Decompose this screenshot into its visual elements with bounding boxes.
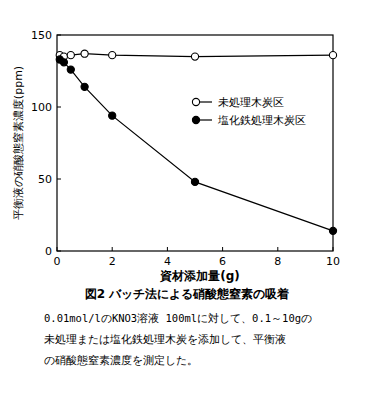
x-tick <box>57 247 58 251</box>
caption-note: 未処理または塩化鉄処理木炭を添加して、平衡液 <box>44 333 286 345</box>
y-tick <box>57 251 61 252</box>
x-tick-label: 6 <box>219 255 226 268</box>
y-tick-label: 100 <box>31 101 52 114</box>
y-tick <box>57 179 61 180</box>
legend: 未処理木炭区塩化鉄処理木炭区 <box>192 96 306 127</box>
x-tick-label: 10 <box>326 255 340 268</box>
x-tick <box>277 247 278 251</box>
data-point <box>67 52 74 59</box>
y-tick <box>57 35 61 36</box>
data-point <box>67 66 74 73</box>
plot-frame <box>57 35 333 251</box>
y-tick <box>57 107 61 108</box>
caption-note: 0.01mol/lのKNO3溶液 100mlに対して、0.1～10gの <box>44 312 312 324</box>
x-tick <box>112 247 113 251</box>
x-tick <box>167 247 168 251</box>
x-tick <box>333 247 334 251</box>
legend-label: 未処理木炭区 <box>218 96 284 109</box>
data-point <box>81 50 88 57</box>
x-tick-label: 8 <box>274 255 281 268</box>
caption-title: 図2 バッチ法による硝酸態窒素の吸着 <box>85 287 290 301</box>
data-point <box>81 83 88 90</box>
data-point <box>329 52 336 59</box>
data-point <box>109 52 116 59</box>
y-tick-label: 0 <box>45 245 52 258</box>
x-tick-label: 0 <box>54 255 61 268</box>
x-axis-label: 資材添加量(g) <box>159 269 240 283</box>
chart: 0 50 100 150 0 2 4 6 8 10 資材添加量(g) 平衡液の硝酸態窒素濃度(ppm)… <box>0 0 367 415</box>
legend-marker <box>192 116 199 123</box>
data-point <box>60 59 67 66</box>
x-tick-label: 2 <box>109 255 116 268</box>
data-point <box>191 178 198 185</box>
caption-note: の硝酸態窒素濃度を測定した。 <box>44 354 198 366</box>
data-group <box>56 50 336 234</box>
chart-root: 0 50 100 150 0 2 4 6 8 10 資材添加量(g) 平衡液の硝酸態窒素濃度(ppm)… <box>0 0 367 415</box>
data-point <box>191 53 198 60</box>
legend-label: 塩化鉄処理木炭区 <box>217 114 306 127</box>
series-line <box>60 59 333 230</box>
legend-marker <box>192 98 199 105</box>
x-tick-label: 4 <box>164 255 171 268</box>
data-point <box>329 227 336 234</box>
x-tick <box>222 247 223 251</box>
y-tick-label: 50 <box>38 173 52 186</box>
y-tick-label: 150 <box>31 29 52 42</box>
y-axis-label: 平衡液の硝酸態窒素濃度(ppm) <box>12 66 25 220</box>
data-point <box>109 112 116 119</box>
